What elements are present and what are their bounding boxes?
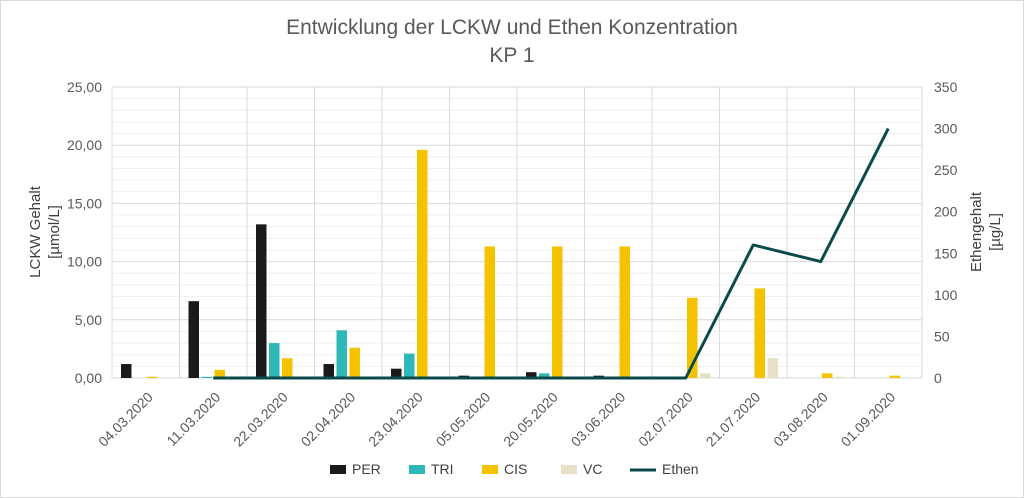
y-left-tick-label: 10,00 [67, 254, 102, 270]
bar-per [323, 364, 334, 378]
y-left-tick-label: 25,00 [67, 79, 102, 95]
legend-label-cis: CIS [504, 461, 527, 477]
chart-subtitle: KP 1 [489, 44, 534, 67]
x-tick-label: 20.05.2020 [500, 389, 561, 450]
x-tick-label: 03.08.2020 [770, 389, 831, 450]
y-left-tick-label: 0,00 [75, 370, 102, 386]
bar-cis [282, 358, 293, 378]
legend-label-vc: VC [583, 461, 602, 477]
x-tick-label: 02.07.2020 [635, 389, 696, 450]
y-right-tick-label: 350 [934, 79, 958, 95]
bar-cis [889, 375, 900, 378]
x-tick-label: 01.09.2020 [838, 389, 899, 450]
x-tick-label: 22.03.2020 [230, 389, 291, 450]
ethen-line [213, 127, 890, 380]
bar-cis [552, 246, 563, 378]
y-left-axis-title-line2: [µmol/L] [46, 205, 63, 259]
bar-per [256, 224, 267, 378]
legend-swatch-vc [561, 465, 577, 474]
y-left-axis-title-line1: LCKW Gehalt [27, 185, 44, 278]
y-right-tick-label: 200 [934, 204, 958, 220]
bar-per [526, 372, 537, 378]
chart-title: Entwicklung der LCKW und Ethen Konzentra… [286, 16, 738, 39]
y-left-tick-label: 20,00 [67, 137, 102, 153]
bar-cis [687, 297, 698, 378]
legend-label-per: PER [352, 461, 381, 477]
bar-tri [269, 343, 280, 378]
bar-tri [539, 373, 550, 378]
bar-vc [835, 376, 846, 378]
bar-tri [201, 376, 212, 378]
legend-label-tri: TRI [431, 461, 454, 477]
bar-cis [417, 149, 428, 378]
x-tick-label: 23.04.2020 [365, 389, 426, 450]
legend-swatch-per [330, 465, 346, 474]
x-tick-label: 21.07.2020 [703, 389, 764, 450]
x-tick-label: 11.03.2020 [163, 389, 223, 449]
bar-cis [349, 347, 360, 378]
y-left-tick-label: 15,00 [67, 195, 102, 211]
y-right-axis-title-line2: [µg/L] [987, 213, 1004, 251]
y-right-tick-label: 50 [934, 328, 950, 344]
bar-tri [404, 353, 415, 378]
legend-label-ethen: Ethen [662, 461, 699, 477]
legend: PER TRI CIS VC Ethen [330, 461, 699, 477]
x-tick-label: 03.06.2020 [568, 389, 629, 450]
bar-vc [767, 358, 778, 378]
bar-cis [147, 376, 158, 378]
bar-cis [484, 246, 495, 378]
bar-per [391, 368, 402, 378]
tick-labels: 0,00 5,00 10,00 15,00 20,00 25,00 0 50 100 150 200… [67, 79, 958, 450]
bar-per [121, 364, 132, 378]
bar-tri [336, 330, 347, 378]
y-right-axis-title-line1: Ethengehalt [968, 191, 985, 272]
y-right-tick-label: 150 [934, 245, 958, 261]
bar-cis [619, 246, 630, 378]
bar-vc [700, 373, 711, 378]
bars [121, 149, 900, 378]
ethen-line-group [213, 127, 890, 380]
y-right-tick-label: 100 [934, 287, 958, 303]
legend-swatch-tri [409, 465, 425, 474]
gridlines [111, 86, 923, 379]
bar-cis [754, 288, 765, 378]
y-left-tick-label: 5,00 [75, 312, 102, 328]
bar-cis [822, 373, 833, 378]
x-tick-label: 05.05.2020 [433, 389, 494, 450]
x-tick-label: 04.03.2020 [95, 389, 156, 450]
y-right-tick-label: 250 [934, 162, 958, 178]
bar-per [188, 301, 199, 378]
y-right-tick-label: 0 [934, 370, 942, 386]
bar-cis [214, 369, 225, 378]
legend-swatch-cis [482, 465, 498, 474]
y-right-tick-label: 300 [934, 121, 958, 137]
x-tick-label: 02.04.2020 [298, 389, 359, 450]
